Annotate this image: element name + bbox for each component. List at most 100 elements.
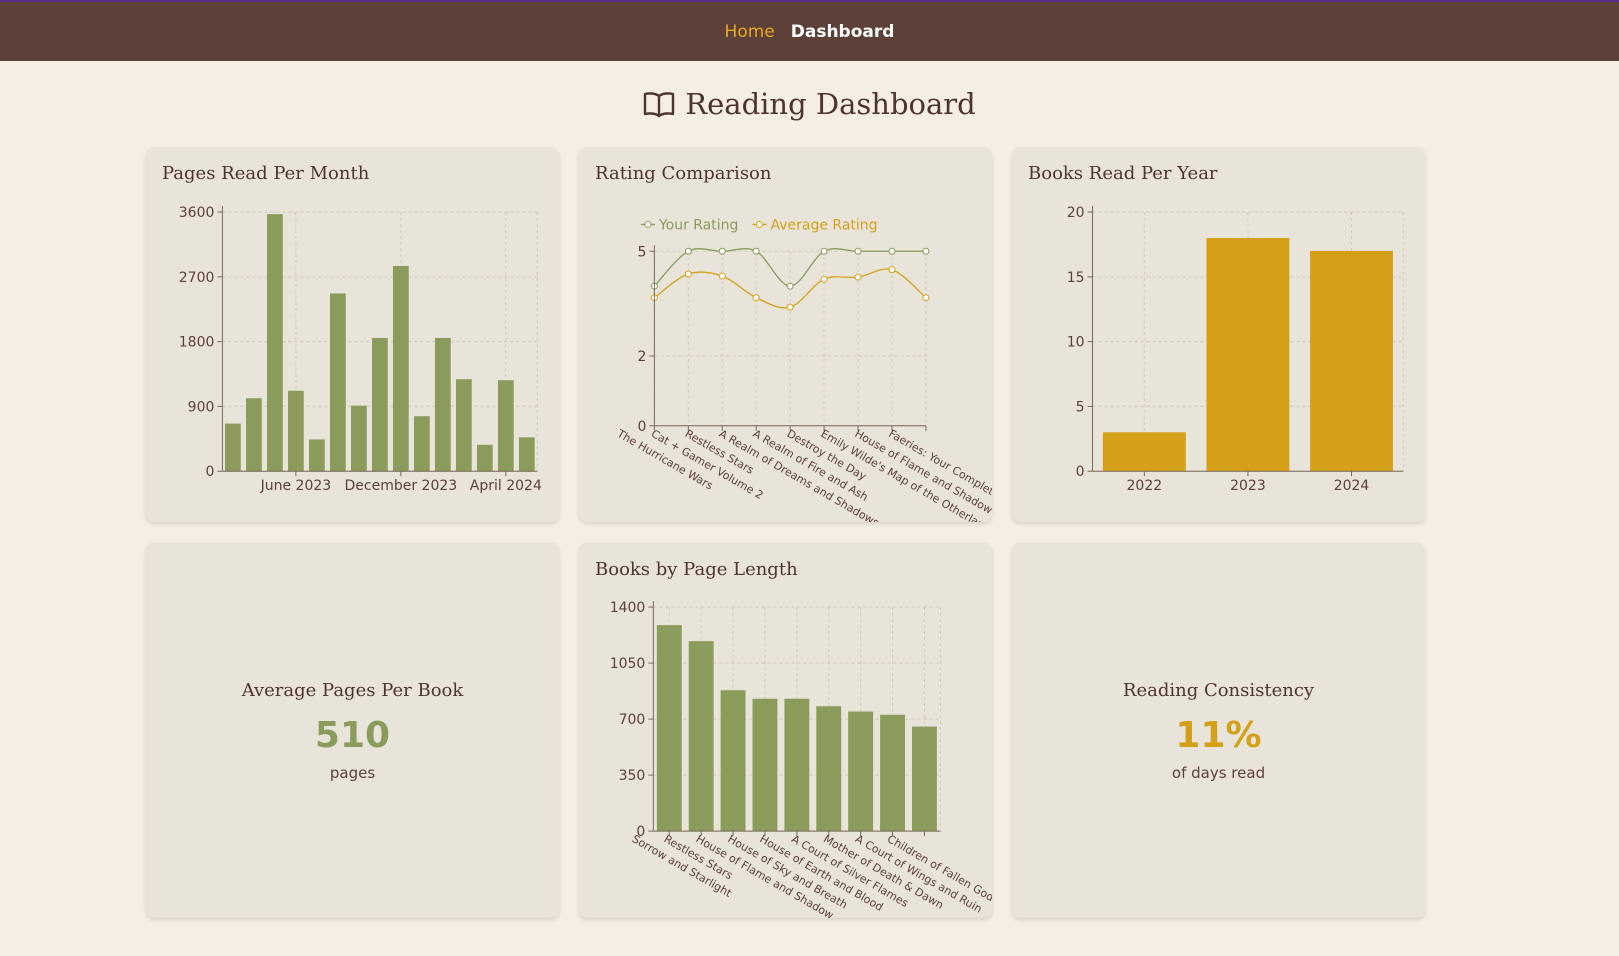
stat-card: Reading Consistency 11% of days read	[1012, 543, 1425, 918]
legend-label: Average Rating	[770, 217, 877, 233]
bar	[476, 444, 493, 472]
bar	[784, 698, 810, 832]
line-point	[922, 294, 930, 302]
line-point	[888, 247, 896, 255]
line-point	[684, 247, 692, 255]
stat-value: 510	[314, 714, 391, 756]
y-tick-label: 2	[637, 349, 646, 365]
line-point	[854, 247, 862, 255]
chart-card: 0 5 10 15 20 2022 2023 2024 Books Read Per Year	[1012, 147, 1425, 522]
y-tick-label: 3600	[179, 205, 215, 221]
line-point	[752, 294, 760, 302]
page-title: Reading Dashboard	[685, 87, 976, 121]
card-title: Books Read Per Year	[1028, 163, 1218, 184]
x-tick-label: 2023	[1230, 478, 1266, 494]
bar	[371, 337, 388, 472]
line-point	[718, 272, 726, 280]
y-tick-label: 10	[1067, 335, 1085, 351]
y-tick-label: 900	[188, 399, 215, 415]
bar	[392, 265, 409, 472]
y-tick-label: 1400	[610, 600, 646, 616]
line-point	[684, 270, 692, 278]
bar	[1310, 250, 1393, 472]
line-point	[888, 266, 896, 274]
x-tick-label: December 2023	[345, 478, 458, 494]
y-tick-label: 5	[1076, 399, 1085, 415]
bar	[267, 214, 283, 472]
nav-home[interactable]: Home	[724, 21, 775, 42]
bar	[1102, 432, 1186, 472]
legend-swatch-dot	[755, 220, 763, 228]
x-tick-label: 2024	[1334, 478, 1370, 494]
x-tick-label: 2022	[1127, 478, 1163, 494]
bar	[1206, 237, 1290, 472]
bar	[816, 706, 842, 832]
y-tick-label: 0	[637, 419, 646, 435]
stat-card: Average Pages Per Book 510 pages	[146, 543, 559, 918]
chart-card: 0 2 5 The Hurricane Wars Cat + Gamer Volume …	[579, 147, 992, 522]
bar	[720, 690, 746, 832]
bar	[497, 380, 514, 472]
header: Reading Dashboard	[0, 61, 1619, 147]
bar	[350, 405, 367, 472]
y-tick-label: 2700	[179, 270, 215, 286]
book-icon	[644, 92, 675, 118]
line-point	[854, 273, 862, 281]
line-point	[718, 247, 726, 255]
y-tick-label: 1800	[179, 335, 215, 351]
line-series	[653, 248, 926, 287]
chart: 0 900 1800 2700 3600 June 2023 December 2023 Ap…	[179, 205, 542, 494]
legend-item: Average Rating	[752, 217, 878, 233]
y-tick-label: 350	[619, 768, 646, 784]
legend-item: Your Rating	[640, 217, 738, 233]
line-point	[786, 282, 794, 290]
bar	[413, 416, 430, 472]
y-tick-label: 1050	[610, 656, 646, 672]
legend-swatch-dot	[644, 220, 652, 228]
bar	[848, 711, 874, 832]
bar	[518, 437, 535, 472]
bar	[656, 625, 682, 832]
nav-dashboard[interactable]: Dashboard	[790, 21, 895, 42]
y-tick-label: 0	[1076, 464, 1085, 480]
bar	[288, 390, 304, 472]
bar	[911, 726, 937, 832]
y-tick-label: 0	[636, 824, 645, 840]
bar	[880, 714, 905, 832]
nav-bar: Home Dashboard	[0, 0, 1619, 61]
y-tick-label: 15	[1067, 270, 1085, 286]
bar	[752, 698, 778, 832]
chart-card: 0 350 700 1050 1400 Sorrow and Starlight Restl…	[579, 543, 992, 918]
bar	[455, 379, 472, 472]
y-tick-label: 0	[205, 464, 214, 480]
card-title: Rating Comparison	[595, 163, 772, 184]
bar	[246, 398, 262, 472]
line-point	[820, 247, 828, 255]
chart-card: 0 900 1800 2700 3600 June 2023 December 2023 Ap…	[146, 147, 559, 522]
stat-unit: of days read	[1171, 763, 1266, 782]
line-point	[752, 247, 760, 255]
bar	[225, 423, 241, 472]
stat-title: Reading Consistency	[1122, 679, 1315, 701]
dashboard-grid: 0 900 1800 2700 3600 June 2023 December 2023 Ap…	[146, 147, 1425, 918]
legend-label: Your Rating	[658, 217, 738, 233]
bar	[434, 337, 451, 472]
line-point	[820, 275, 828, 283]
line-point	[922, 247, 930, 255]
stat-unit: pages	[329, 763, 376, 782]
bar	[330, 293, 346, 472]
line-point	[786, 303, 794, 311]
bar	[309, 439, 325, 472]
stat-value: 11%	[1175, 714, 1262, 756]
y-tick-label: 700	[619, 712, 646, 728]
y-tick-label: 5	[637, 244, 646, 260]
card-title: Pages Read Per Month	[162, 163, 370, 184]
card-title: Books by Page Length	[595, 559, 798, 580]
y-tick-label: 20	[1067, 205, 1085, 221]
x-tick-label: April 2024	[470, 478, 542, 494]
chart: 0 5 10 15 20 2022 2023 2024	[1067, 205, 1404, 494]
stat-title: Average Pages Per Book	[241, 679, 464, 701]
